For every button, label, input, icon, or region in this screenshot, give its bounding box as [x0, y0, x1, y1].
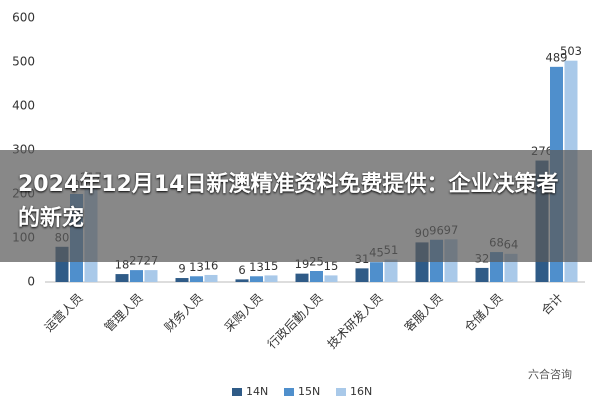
legend-swatch [232, 388, 242, 396]
y-tick-label: 600 [12, 11, 35, 25]
bar [295, 273, 309, 282]
value-label: 13 [249, 260, 264, 274]
bar [355, 268, 369, 282]
value-label: 15 [264, 259, 279, 273]
y-tick-label: 400 [12, 99, 35, 113]
bar [115, 274, 129, 282]
bar [204, 274, 218, 282]
value-label: 503 [560, 44, 582, 58]
bar [144, 270, 158, 282]
legend-label: 14N [246, 385, 268, 398]
bar [370, 262, 383, 282]
bar [310, 271, 323, 282]
bar [384, 259, 398, 282]
x-tick-label: 技术研发人员 [324, 290, 386, 352]
bar [250, 276, 263, 282]
bar [264, 275, 278, 282]
bar [175, 278, 189, 282]
bar [475, 267, 489, 282]
value-label: 489 [546, 50, 568, 64]
bar [235, 279, 249, 282]
x-tick-label: 行政后勤人员 [265, 291, 326, 352]
x-tick-label: 运营人员 [42, 291, 86, 335]
bar [130, 270, 143, 282]
legend-label: 16N [350, 385, 372, 398]
x-tick-label: 仓储人员 [461, 290, 506, 335]
legend-swatch [284, 388, 294, 396]
x-tick-label: 合计 [538, 290, 566, 318]
value-label: 9 [178, 262, 185, 276]
value-label: 13 [189, 260, 204, 274]
value-label: 15 [324, 259, 339, 273]
legend-swatch [336, 388, 346, 396]
watermark: 六合咨询 [528, 368, 572, 381]
x-tick-label: 财务人员 [161, 290, 206, 335]
x-tick-label: 客服人员 [401, 290, 446, 335]
banner [0, 150, 592, 262]
value-label: 6 [238, 263, 245, 277]
legend-label: 15N [298, 385, 320, 398]
bar [190, 276, 203, 282]
y-tick-label: 500 [12, 55, 35, 69]
x-tick-label: 采购人员 [221, 290, 266, 335]
banner-title: 2024年12月14日新澳精准资料免费提供：企业决策者的新宠 [18, 172, 559, 231]
x-tick-label: 管理人员 [101, 290, 146, 335]
bar [324, 275, 338, 282]
y-tick-label: 0 [27, 275, 35, 289]
